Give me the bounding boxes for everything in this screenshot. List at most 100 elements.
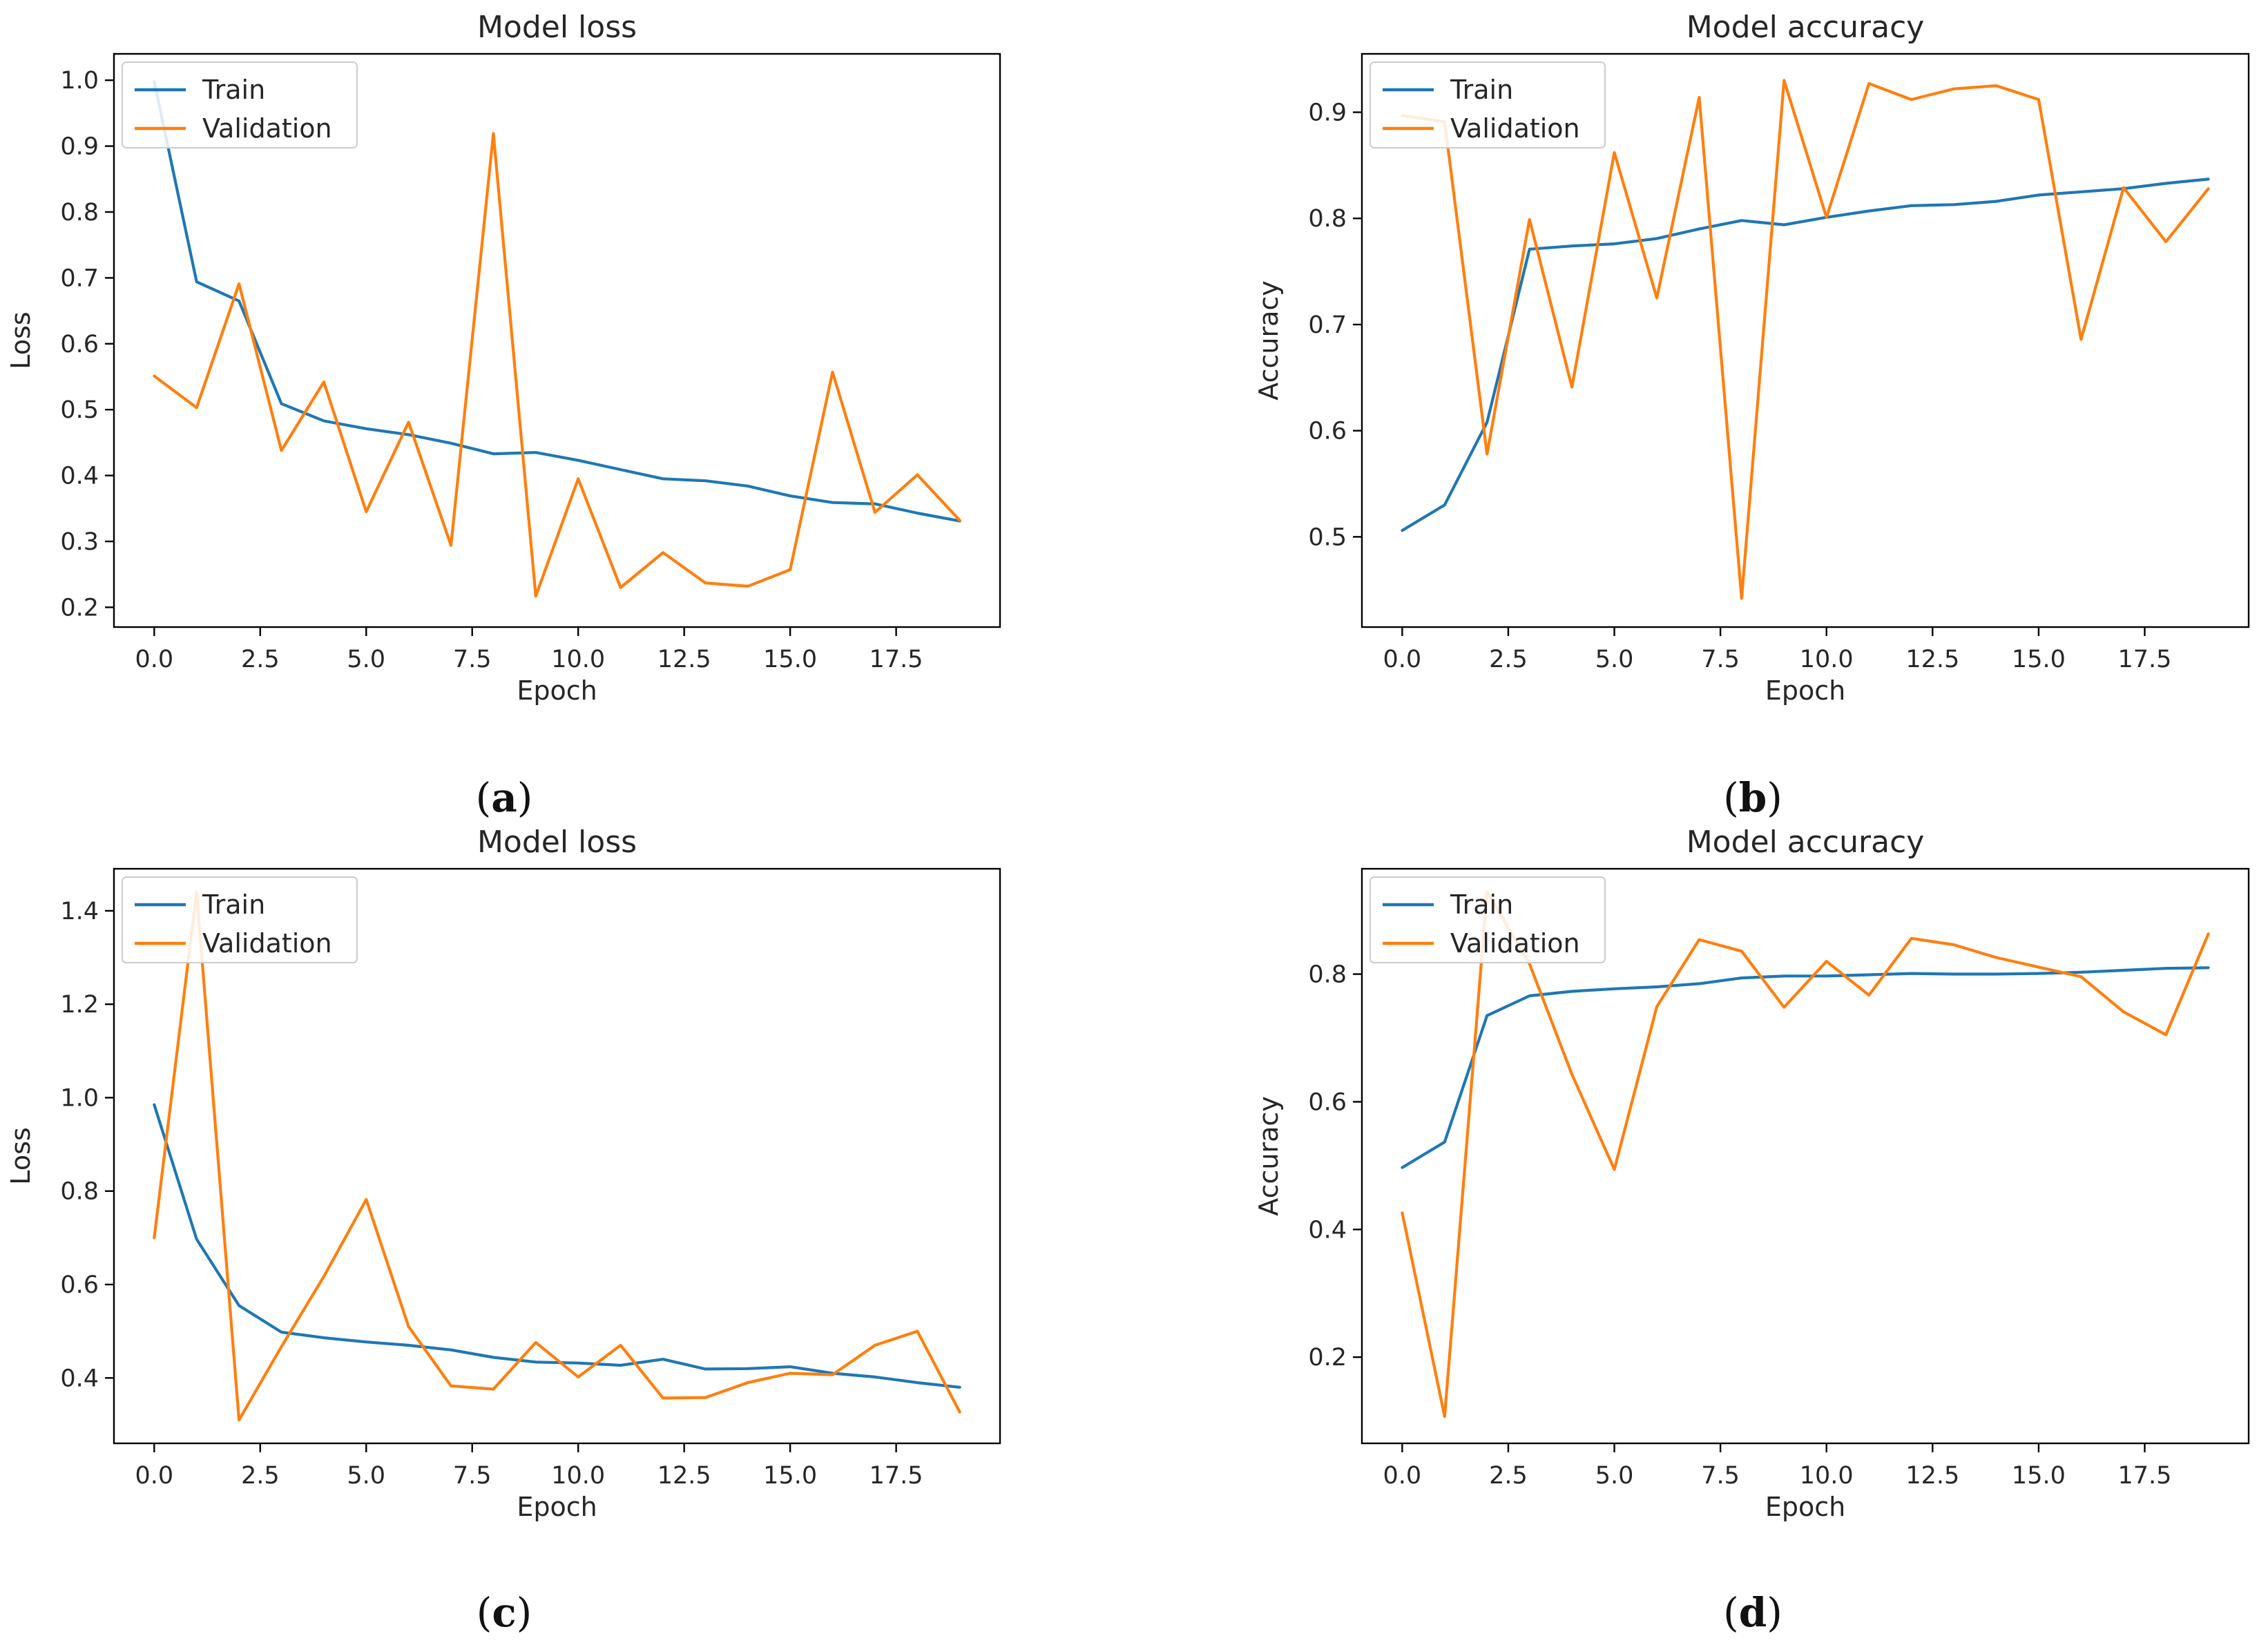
y-axis-label: Accuracy [1253,1096,1284,1216]
legend-box [122,61,358,148]
x-tick-label: 10.0 [551,646,605,673]
x-tick-label: 0.0 [1383,1462,1422,1490]
x-tick-label: 2.5 [1489,646,1528,673]
caption-part: ( [1723,1589,1739,1636]
y-tick-label: 1.2 [60,991,99,1019]
x-tick-label: 17.5 [869,646,923,673]
y-tick-label: 0.8 [1308,961,1347,989]
y-tick-label: 0.2 [1308,1344,1347,1372]
x-tick-label: 7.5 [1701,646,1740,673]
chart-panel-a: Model loss 0.0 2.5 5.0 7.5 10.0 12.5 15.0 17.5 0.… [6,10,1001,821]
caption-part: ( [477,1589,492,1636]
x-axis-label: Epoch [1765,675,1845,706]
caption-part: ) [517,774,533,821]
x-tick-label: 10.0 [1800,1462,1854,1490]
chart-title: Model accuracy [1686,825,1925,860]
x-tick-label: 2.5 [1489,1462,1528,1490]
axes-frame [1361,867,2250,1445]
legend-label-train: Train [1450,75,1513,105]
caption-part: b [1739,774,1767,821]
y-tick-label: 0.6 [60,1271,99,1299]
y-tick-label: 0.5 [60,396,99,424]
x-tick-label: 12.5 [1905,646,1959,673]
legend-label-validation: Validation [1450,928,1580,959]
y-tick-label: 0.7 [1308,311,1347,339]
x-tick-label: 5.0 [1595,1462,1634,1490]
series-line-validation [1401,79,2210,600]
y-tick-label: 0.8 [60,1178,99,1206]
panel-caption: (a) [476,774,533,821]
legend-label-train: Train [202,889,265,920]
x-axis-label: Epoch [1765,1492,1845,1522]
y-axis-label: Loss [6,1127,36,1184]
x-tick-label: 5.0 [347,646,385,673]
y-tick-label: 1.4 [60,898,99,925]
y-axis-label: Accuracy [1253,280,1284,401]
y-tick-label: 0.6 [1308,1088,1347,1116]
chart-title: Model loss [477,10,637,45]
y-tick-label: 1.0 [60,1084,99,1112]
chart-panel-b: Model accuracy 0.0 2.5 5.0 7.5 10.0 12.5 15.0 17… [1253,10,2250,821]
x-tick-label: 5.0 [347,1462,385,1490]
axes-frame [113,867,1001,1445]
series-line-validation [1401,890,2210,1418]
series-line-validation [153,890,961,1422]
x-tick-label: 7.5 [453,646,492,673]
panel-caption: (d) [1723,1589,1782,1636]
legend: Train Validation [122,61,358,148]
x-tick-label: 10.0 [1800,646,1854,673]
panel-caption: (b) [1723,774,1782,821]
x-tick-label: 12.5 [1905,1462,1959,1490]
caption-part: ) [1767,1589,1782,1636]
x-tick-label: 15.0 [2012,646,2066,673]
caption-part: d [1739,1589,1767,1636]
y-tick-label: 0.4 [60,463,99,490]
legend-label-validation: Validation [202,928,332,959]
chart-panel-c: Model loss 0.0 2.5 5.0 7.5 10.0 12.5 15.0 17.5 0.… [6,825,1001,1636]
chart-panel-d: Model accuracy 0.0 2.5 5.0 7.5 10.0 12.5 15.0 17… [1253,825,2250,1636]
legend-label-validation: Validation [202,113,332,144]
x-tick-label: 15.0 [2012,1462,2066,1490]
y-tick-label: 0.6 [60,331,99,358]
x-tick-label: 15.0 [763,1462,817,1490]
axes-frame [1361,52,2250,628]
caption-part: a [491,774,517,821]
y-tick-label: 0.4 [60,1365,99,1392]
legend-box [1370,61,1606,148]
legend-label-train: Train [1450,889,1513,920]
legend-box [122,876,358,963]
series-line-train [1401,966,2210,1169]
x-axis-label: Epoch [517,675,597,706]
x-tick-label: 12.5 [657,646,711,673]
legend: Train Validation [1370,61,1606,148]
y-tick-label: 0.9 [60,133,99,161]
x-tick-label: 2.5 [241,1462,280,1490]
y-tick-label: 0.3 [60,528,99,556]
panel-caption: (c) [477,1589,532,1636]
series-line-train [153,1103,961,1389]
caption-part: ( [1723,774,1739,821]
y-tick-label: 0.8 [1308,205,1347,233]
x-tick-label: 7.5 [1701,1462,1740,1490]
x-tick-label: 5.0 [1595,646,1634,673]
y-axis-label: Loss [6,311,36,369]
x-tick-label: 17.5 [2118,1462,2172,1490]
legend: Train Validation [1370,876,1606,963]
x-tick-label: 7.5 [453,1462,492,1490]
y-tick-label: 0.9 [1308,99,1347,127]
x-tick-label: 12.5 [657,1462,711,1490]
y-tick-label: 0.5 [1308,523,1347,551]
caption-part: ) [1767,774,1782,821]
series-line-train [153,79,961,523]
y-tick-label: 0.6 [1308,418,1347,445]
caption-part: ( [476,774,492,821]
y-tick-label: 0.8 [60,199,99,227]
x-tick-label: 0.0 [135,646,173,673]
legend-box [1370,876,1606,963]
caption-part: ) [517,1589,532,1636]
x-tick-label: 10.0 [551,1462,605,1490]
x-tick-label: 2.5 [241,646,280,673]
y-tick-label: 0.2 [60,594,99,622]
series-line-validation [153,132,961,598]
series-line-train [1401,177,2210,532]
